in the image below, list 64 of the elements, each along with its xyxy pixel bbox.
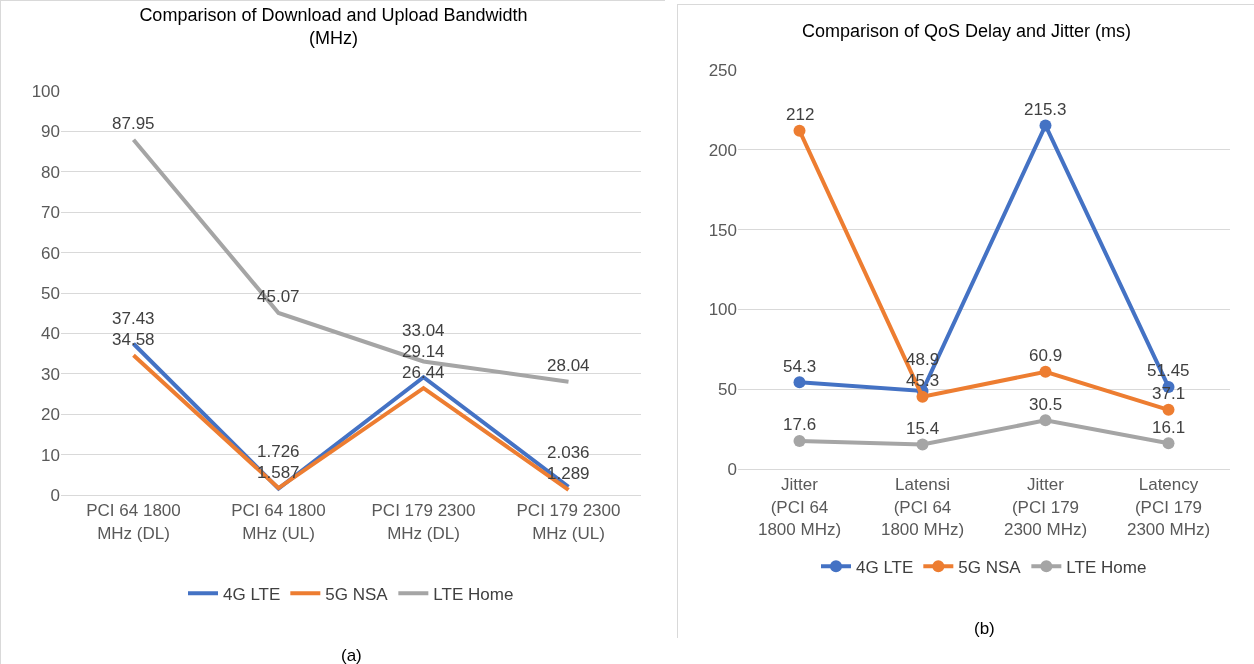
point	[916, 390, 929, 403]
point	[916, 438, 929, 451]
y-tick-label: 60	[41, 243, 60, 263]
y-tick-label: 40	[41, 324, 60, 344]
point	[1039, 414, 1052, 427]
data-label: 1.726	[257, 442, 300, 461]
x-tick-label: PCI 64 1800 MHz (DL)	[86, 501, 181, 543]
legend-label: 5G NSA	[325, 584, 389, 604]
y-tick-label: 0	[50, 485, 60, 505]
y-tick-label: 50	[718, 380, 737, 400]
data-label: 30.5	[1029, 395, 1063, 414]
chart-title: Comparison of Download and Upload Bandwidth (MHz)	[139, 4, 528, 49]
data-label: 2.036	[547, 443, 590, 462]
x-tick-label: Latency (PCI 179 2300 MHz)	[1126, 475, 1211, 539]
point	[1162, 437, 1175, 450]
y-tick-label: 100	[708, 300, 737, 320]
y-tick-label: 100	[31, 81, 60, 101]
y-tick-label: 20	[41, 405, 60, 425]
data-label: 15.4	[906, 419, 940, 438]
text: (b)	[974, 619, 995, 638]
data-label: 54.3	[783, 357, 817, 376]
y-tick-label: 30	[41, 364, 60, 384]
y-tick-label: 50	[41, 283, 60, 303]
data-label: 34.58	[112, 330, 155, 349]
data-label: 37.43	[112, 309, 155, 328]
y-tick-label: 70	[41, 203, 60, 223]
text: (a)	[341, 646, 362, 664]
point	[793, 434, 806, 447]
point	[1039, 365, 1052, 378]
data-label: 215.3	[1024, 100, 1067, 119]
data-label: 33.04	[402, 321, 445, 340]
legend-label: 5G NSA	[958, 557, 1022, 577]
x-tick-label: Jitter (PCI 179 2300 MHz)	[1003, 475, 1088, 539]
y-tick-label: 80	[41, 162, 60, 182]
x-tick-label: PCI 64 1800 MHz (UL)	[231, 501, 326, 543]
data-label: 87.95	[112, 114, 155, 133]
data-label: 29.14	[402, 342, 445, 361]
point	[1162, 403, 1175, 416]
legend-label: LTE Home	[1066, 557, 1147, 577]
x-tick-label: PCI 179 2300 MHz (DL)	[371, 501, 476, 543]
point	[793, 124, 806, 137]
point	[793, 376, 806, 389]
data-label: 28.04	[547, 356, 590, 375]
data-label: 45.07	[257, 287, 300, 306]
x-tick-label: Latensi (PCI 64 1800 MHz)	[880, 475, 965, 539]
x-tick-label: PCI 179 2300 MHz (UL)	[516, 501, 621, 543]
legend-label: 4G LTE	[856, 557, 914, 577]
y-tick-label: 200	[708, 140, 737, 160]
data-label: 17.6	[783, 415, 817, 434]
y-tick-label: 90	[41, 122, 60, 142]
y-tick-label: 250	[708, 60, 737, 80]
chart-title: Comparison of QoS Delay and Jitter (ms)	[801, 20, 1132, 41]
y-tick-label: 10	[41, 445, 60, 465]
data-label: 60.9	[1029, 346, 1063, 365]
x-tick-label: Jitter (PCI 64 1800 MHz)	[757, 475, 842, 539]
data-label: 37.1	[1152, 384, 1186, 403]
legend-label: 4G LTE	[223, 584, 281, 604]
y-tick-label: 150	[708, 220, 737, 240]
data-label: 16.1	[1152, 418, 1186, 437]
data-label: 26.44	[402, 363, 445, 382]
point	[1039, 119, 1052, 132]
y-tick-label: 0	[727, 459, 737, 479]
data-label: 212	[786, 105, 815, 124]
legend-label: LTE Home	[433, 584, 514, 604]
